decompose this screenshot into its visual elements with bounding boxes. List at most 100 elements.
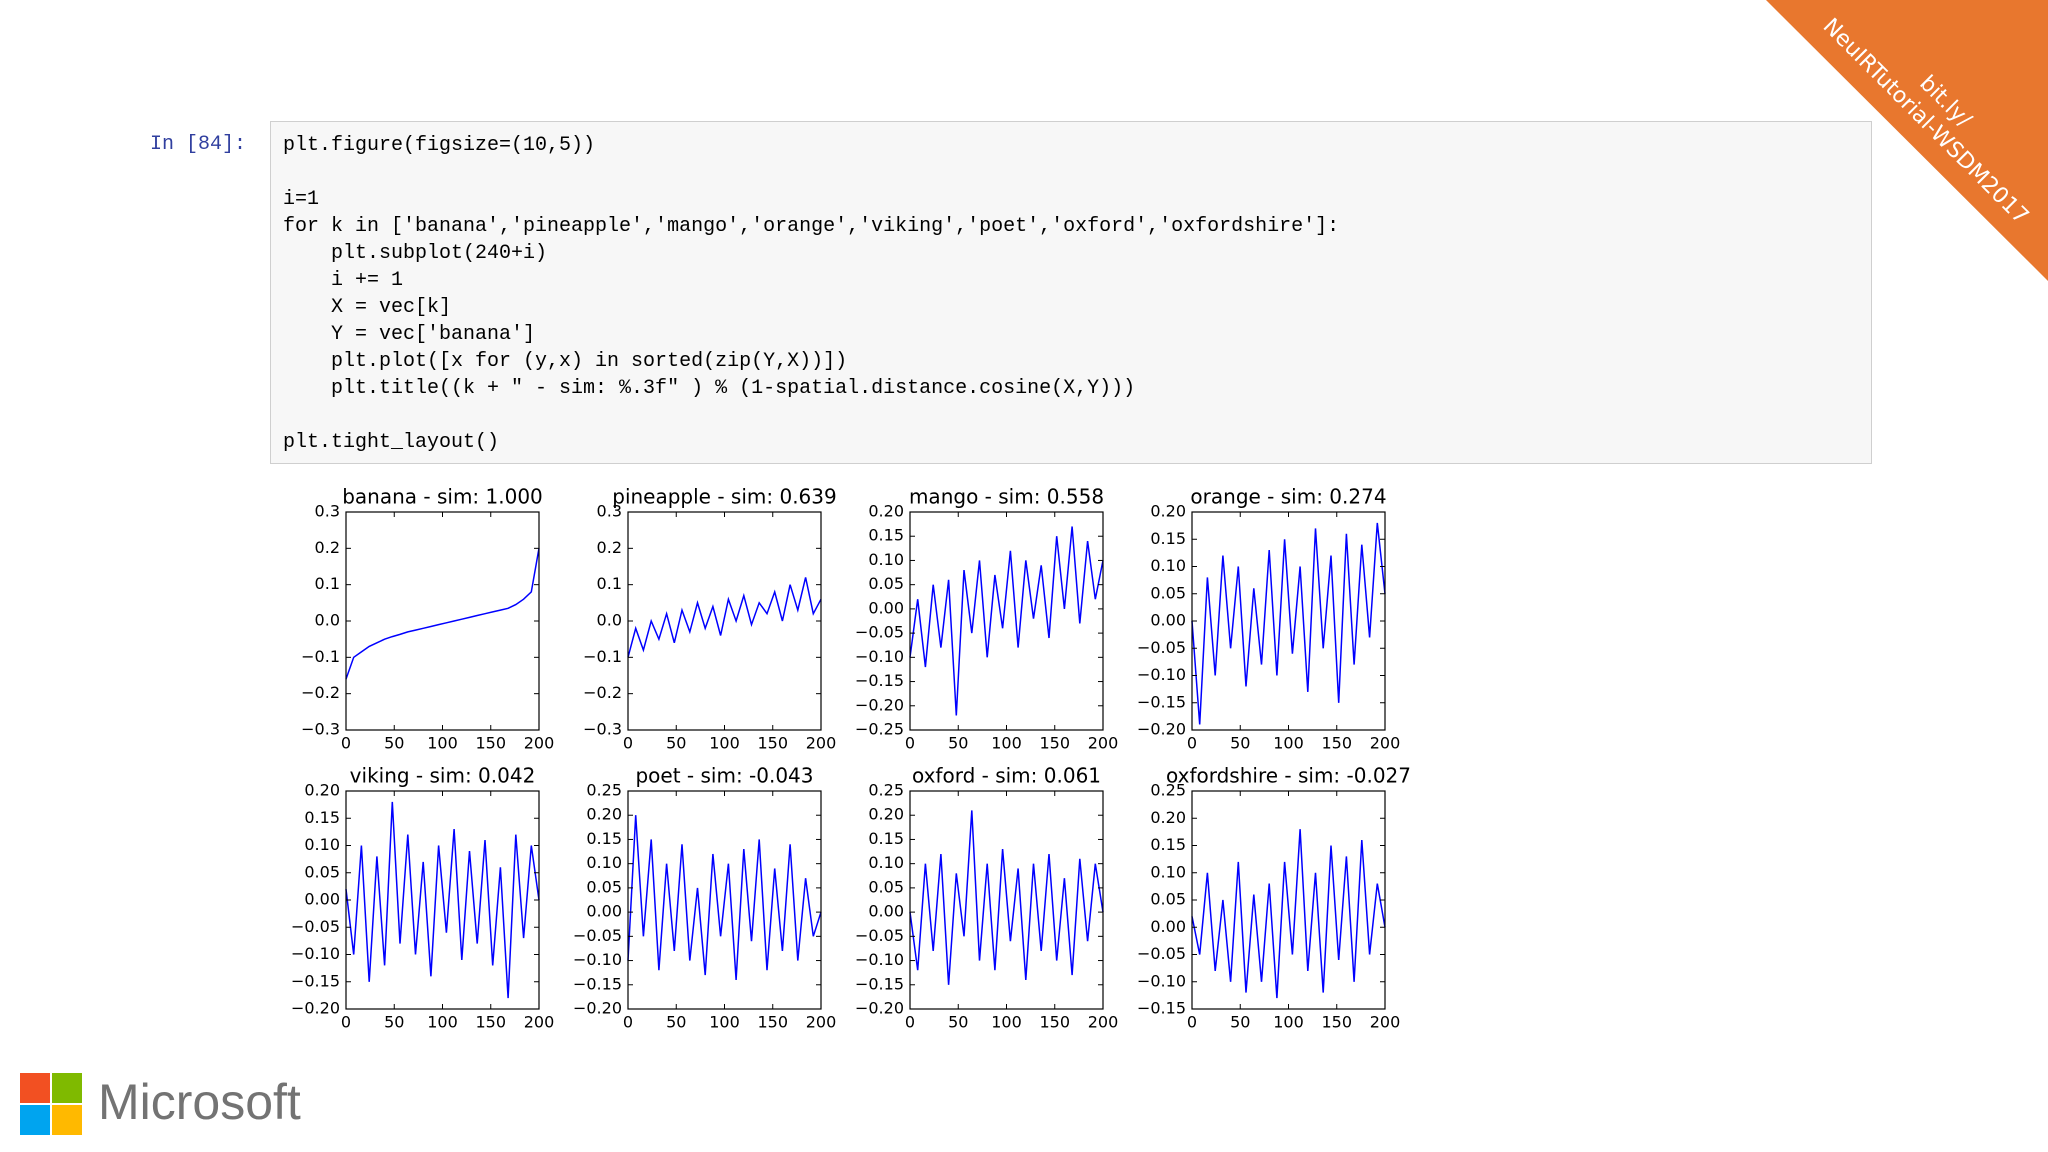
subplot-title: orange - sim: 0.274: [1190, 485, 1386, 509]
y-tick-label: −0.2: [301, 683, 340, 702]
y-tick-label: −0.05: [1137, 944, 1186, 963]
x-tick-label: 50: [1230, 734, 1250, 753]
y-tick-label: 0.20: [586, 805, 622, 824]
y-tick-label: −0.05: [291, 917, 340, 936]
plot-area: [1192, 512, 1385, 730]
x-tick-label: 100: [1273, 1013, 1304, 1032]
y-tick-label: 0.1: [597, 574, 622, 593]
y-tick-label: 0.10: [304, 835, 340, 854]
y-tick-label: 0.20: [868, 805, 904, 824]
y-tick-label: 0.3: [315, 502, 340, 521]
y-tick-label: 0.00: [868, 902, 904, 921]
x-tick-label: 150: [475, 734, 506, 753]
y-tick-label: −0.15: [573, 974, 622, 993]
code-line: i=1: [283, 188, 320, 211]
subplot-title: oxfordshire - sim: -0.027: [1166, 764, 1411, 788]
y-tick-label: −0.20: [573, 999, 622, 1018]
y-tick-label: −0.05: [855, 623, 904, 642]
y-tick-label: −0.15: [1137, 999, 1186, 1018]
x-tick-label: 0: [341, 734, 351, 753]
y-tick-label: 0.15: [304, 808, 340, 827]
subplot: banana - sim: 1.000 −0.3 −0.2 −0.1 0.0 0.1 0.2…: [301, 485, 554, 753]
y-tick-label: −0.05: [573, 926, 622, 945]
y-tick-label: 0.2: [597, 538, 622, 557]
y-tick-label: 0.10: [1150, 862, 1186, 881]
x-tick-label: 100: [427, 1013, 458, 1032]
x-tick-label: 0: [1187, 734, 1197, 753]
plot-area: [910, 512, 1103, 730]
y-tick-label: 0.10: [586, 853, 622, 872]
y-tick-label: 0.10: [1150, 556, 1186, 575]
y-tick-label: −0.05: [855, 926, 904, 945]
x-tick-label: 100: [991, 1013, 1022, 1032]
subplot-title: viking - sim: 0.042: [350, 764, 536, 788]
code-line: Y = vec['banana']: [283, 323, 536, 346]
subplot: oxford - sim: 0.061 −0.20 −0.15 −0.10 −0.05 0…: [855, 764, 1118, 1032]
x-tick-label: 150: [757, 734, 788, 753]
x-tick-label: 100: [427, 734, 458, 753]
y-tick-label: 0.3: [597, 502, 622, 521]
y-tick-label: 0.25: [868, 781, 904, 800]
subplot-title: banana - sim: 1.000: [342, 485, 543, 509]
y-tick-label: −0.10: [1137, 971, 1186, 990]
y-tick-label: −0.15: [291, 971, 340, 990]
subplot: orange - sim: 0.274 −0.20 −0.15 −0.10 −0.05 0…: [1137, 485, 1400, 753]
y-tick-label: 0.2: [315, 538, 340, 557]
y-tick-label: 0.15: [868, 829, 904, 848]
code-cell[interactable]: plt.figure(figsize=(10,5)) i=1 for k in ['…: [270, 121, 1872, 464]
y-tick-label: −0.20: [855, 695, 904, 714]
subplot: oxfordshire - sim: -0.027 −0.15 −0.10 −0.05…: [1137, 764, 1411, 1032]
logo-square: [52, 1073, 82, 1103]
y-tick-label: −0.2: [583, 683, 622, 702]
y-tick-label: 0.05: [304, 862, 340, 881]
y-tick-label: −0.10: [291, 944, 340, 963]
y-tick-label: −0.15: [855, 671, 904, 690]
y-tick-label: −0.1: [301, 647, 340, 666]
y-tick-label: −0.10: [1137, 665, 1186, 684]
x-tick-label: 0: [1187, 1013, 1197, 1032]
y-tick-label: 0.15: [868, 526, 904, 545]
plot-area: [628, 512, 821, 730]
y-tick-label: 0.20: [868, 502, 904, 521]
y-tick-label: 0.05: [1150, 583, 1186, 602]
x-tick-label: 100: [991, 734, 1022, 753]
x-tick-label: 100: [709, 1013, 740, 1032]
y-tick-label: 0.1: [315, 574, 340, 593]
y-tick-label: 0.00: [1150, 917, 1186, 936]
y-tick-label: 0.05: [586, 877, 622, 896]
data-line: [909, 526, 1104, 716]
x-tick-label: 150: [1321, 1013, 1352, 1032]
y-tick-label: 0.00: [868, 598, 904, 617]
x-tick-label: 200: [524, 734, 555, 753]
y-tick-label: −0.20: [1137, 720, 1186, 739]
y-tick-label: 0.20: [1150, 502, 1186, 521]
x-tick-label: 200: [806, 734, 837, 753]
y-tick-label: 0.00: [304, 890, 340, 909]
x-tick-label: 200: [1088, 734, 1119, 753]
x-tick-label: 0: [623, 1013, 633, 1032]
logo-square: [20, 1105, 50, 1135]
x-tick-label: 200: [524, 1013, 555, 1032]
code-block: i=1 for k in ['banana','pineapple','mango…: [283, 186, 1859, 402]
y-tick-label: 0.15: [586, 829, 622, 848]
y-tick-label: 0.05: [868, 877, 904, 896]
x-tick-label: 50: [384, 734, 404, 753]
code-line: i += 1: [283, 269, 404, 292]
code-block: plt.tight_layout(): [283, 429, 1859, 456]
y-tick-label: −0.15: [855, 974, 904, 993]
y-tick-label: 0.20: [1150, 808, 1186, 827]
y-tick-label: −0.25: [855, 720, 904, 739]
x-tick-label: 150: [475, 1013, 506, 1032]
y-tick-label: −0.3: [301, 720, 340, 739]
x-tick-label: 0: [341, 1013, 351, 1032]
x-tick-label: 50: [384, 1013, 404, 1032]
x-tick-label: 150: [1039, 1013, 1070, 1032]
y-tick-label: −0.20: [855, 999, 904, 1018]
x-tick-label: 200: [1370, 734, 1401, 753]
y-tick-label: 0.00: [586, 902, 622, 921]
y-tick-label: 0.00: [1150, 611, 1186, 630]
subplot-title: pineapple - sim: 0.639: [612, 485, 836, 509]
code-line: plt.plot([x for (y,x) in sorted(zip(Y,X)…: [283, 350, 848, 373]
x-tick-label: 0: [905, 1013, 915, 1032]
